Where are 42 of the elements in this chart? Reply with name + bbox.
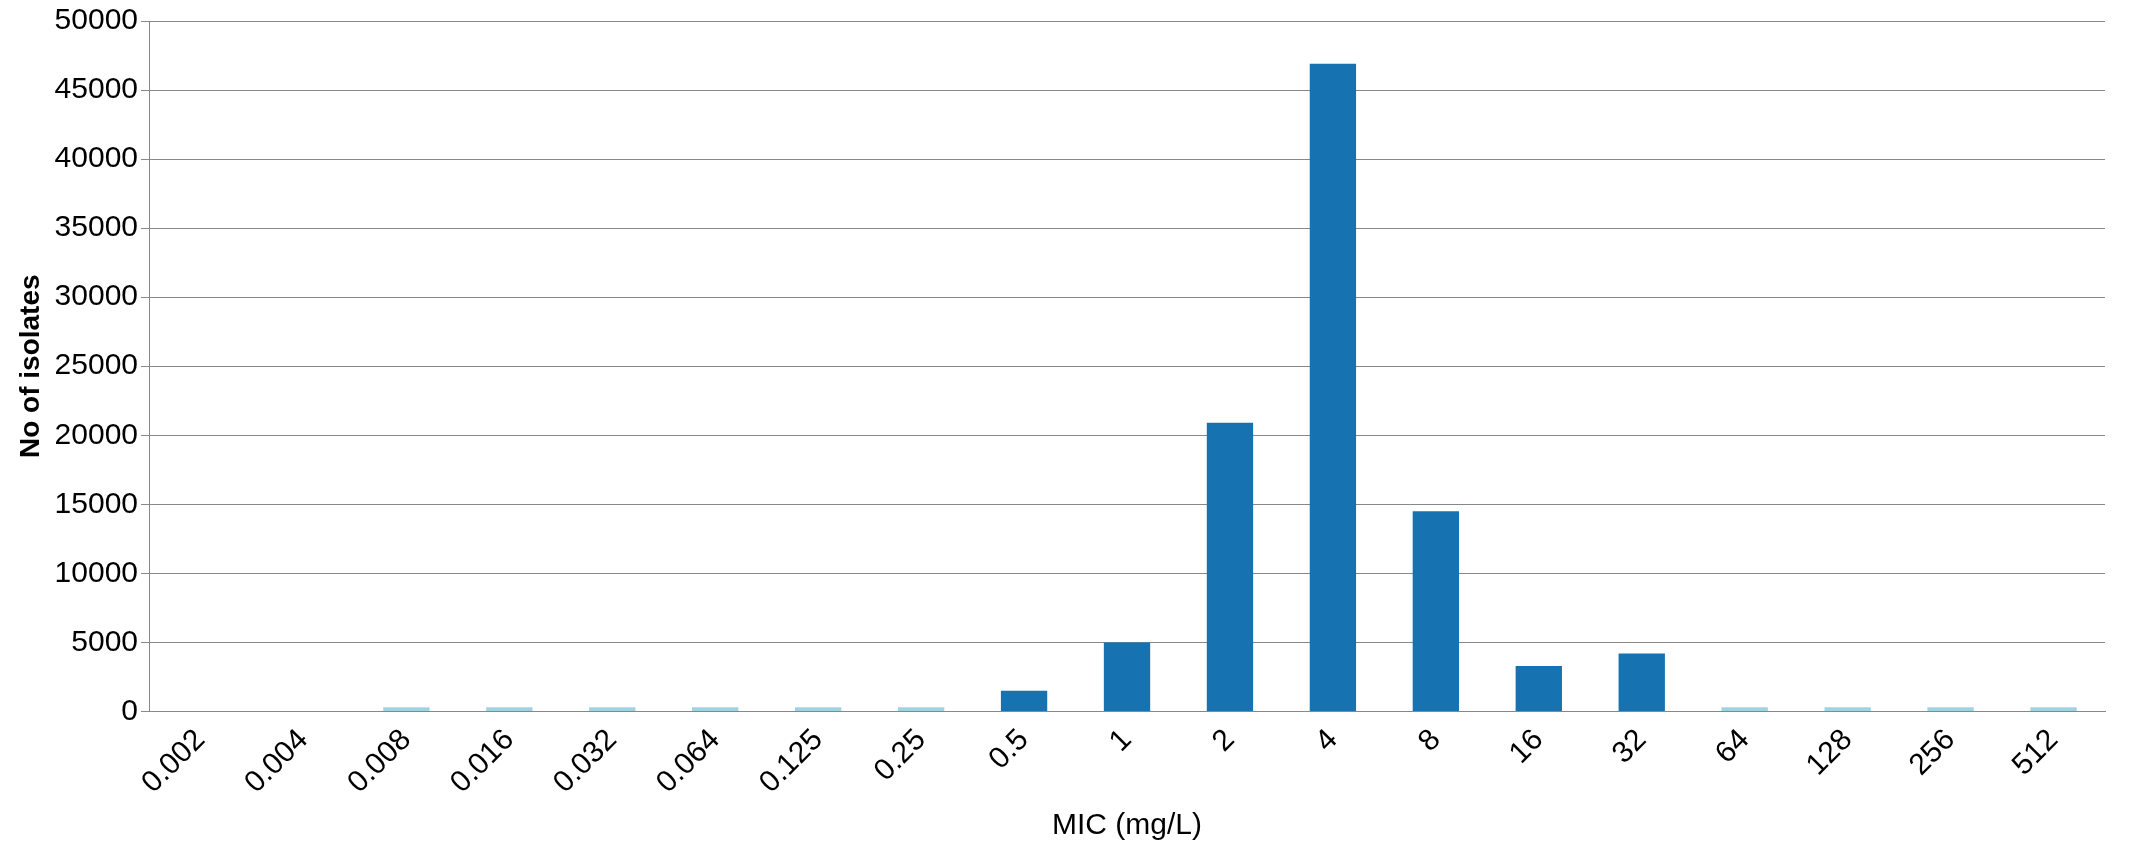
x-tick-label: 0.5: [981, 721, 1035, 775]
bar: [1103, 642, 1151, 711]
x-tick-label: 256: [1901, 721, 1961, 781]
y-tick-label: 25000: [54, 347, 139, 381]
bar: [1412, 511, 1460, 711]
bar: [1515, 665, 1562, 711]
bar: [589, 707, 636, 711]
y-tick-label: 50000: [54, 2, 139, 36]
bar: [2030, 707, 2077, 711]
bar: [1824, 707, 1871, 711]
y-tick-label: 35000: [54, 209, 139, 243]
bar: [1927, 707, 1974, 711]
x-tick-label: 0.25: [866, 721, 932, 787]
bar: [486, 707, 533, 711]
bar: [1618, 653, 1665, 711]
bar: [1206, 422, 1254, 711]
y-tick-label: 15000: [54, 485, 139, 519]
x-tick-label: 8: [1410, 721, 1446, 758]
x-tick-label: 128: [1798, 721, 1858, 781]
y-tick-label: 10000: [54, 554, 139, 588]
y-tick-label: 30000: [54, 278, 139, 312]
x-tick-label: 64: [1707, 721, 1755, 769]
bar: [1721, 707, 1768, 711]
x-tick-label: 512: [2004, 721, 2064, 781]
y-tick-label: 5000: [71, 623, 139, 657]
x-tick-label: 1: [1101, 721, 1138, 758]
x-tick-label: 32: [1604, 721, 1652, 769]
bar: [692, 707, 739, 711]
bar: [383, 707, 430, 711]
bar: [1000, 690, 1048, 711]
x-tick-label: 2: [1204, 721, 1241, 758]
bar: [795, 707, 842, 711]
y-tick-label: 0: [121, 692, 139, 726]
x-axis-title: MIC (mg/L): [1052, 807, 1203, 841]
y-axis-title: No of isolates: [13, 274, 45, 459]
y-tick-label: 20000: [54, 416, 139, 450]
x-tick-label: 16: [1501, 721, 1549, 769]
x-tick-label: 4: [1307, 721, 1343, 758]
bar: [897, 707, 945, 711]
y-tick-label: 45000: [54, 71, 139, 105]
bar: [1309, 63, 1357, 711]
y-tick-label: 40000: [54, 140, 139, 174]
